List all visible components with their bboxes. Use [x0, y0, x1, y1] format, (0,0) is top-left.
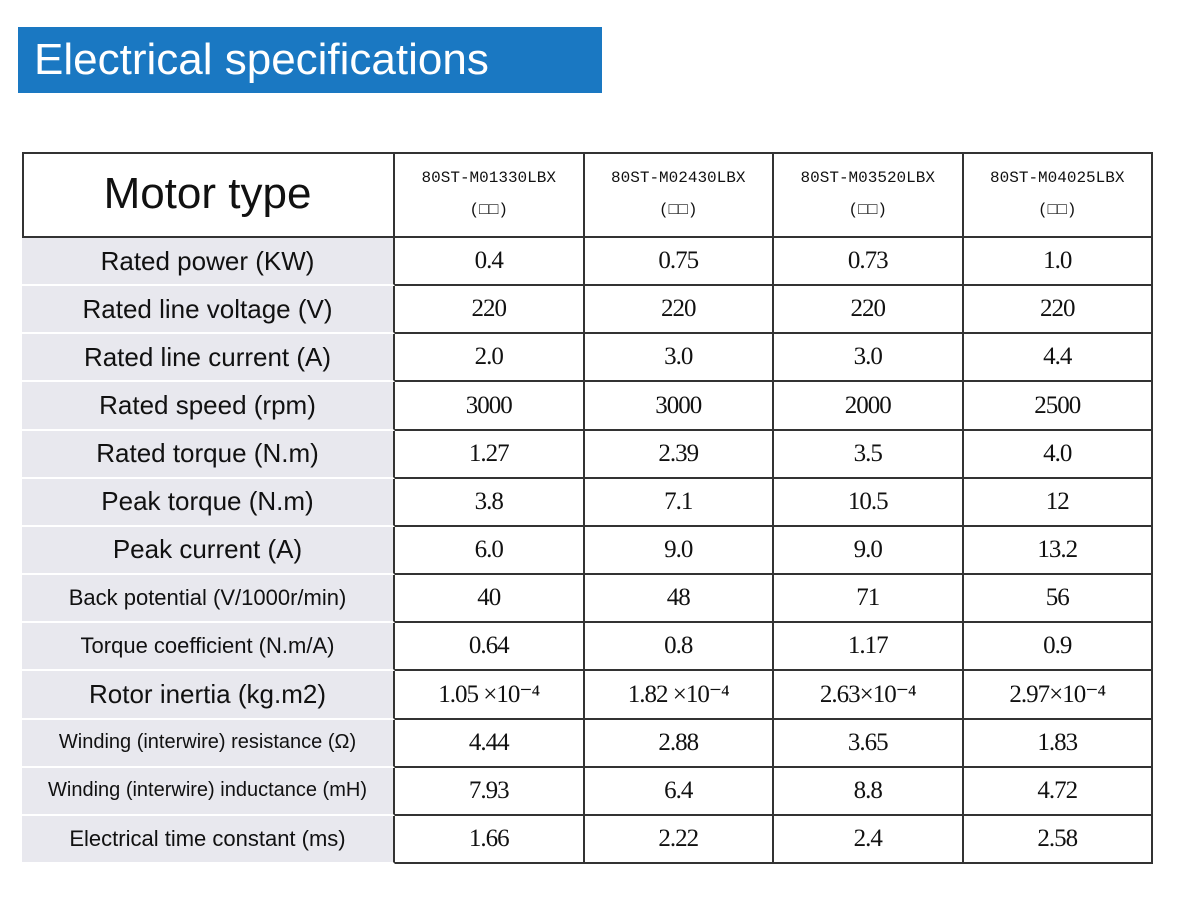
value-cell: 71: [774, 575, 964, 624]
value-cell: 3.65: [774, 719, 964, 768]
value-cell: 48: [584, 575, 774, 624]
value-cell: 2500: [963, 382, 1153, 431]
corner-header: Motor type: [22, 152, 395, 238]
value-cell: 2.0: [395, 334, 585, 383]
value-cell: 1.05 ×10⁻⁴: [395, 671, 585, 720]
column-header: 80ST-M01330LBX (□□): [395, 152, 585, 238]
value-cell: 0.75: [584, 238, 774, 287]
row-label: Electrical time constant (ms): [22, 815, 395, 864]
row-label: Peak torque (N.m): [22, 478, 395, 527]
value-cell: 4.0: [963, 430, 1153, 479]
column-header: 80ST-M04025LBX (□□): [963, 152, 1153, 238]
row-label: Back potential (V/1000r/min): [22, 575, 395, 624]
model-name: 80ST-M03520LBX: [800, 169, 935, 187]
value-cell: 1.0: [963, 238, 1153, 287]
value-cell: 220: [963, 286, 1153, 335]
value-cell: 0.73: [774, 238, 964, 287]
value-cell: 2000: [774, 382, 964, 431]
value-cell: 13.2: [963, 526, 1153, 576]
column-header: 80ST-M02430LBX (□□): [584, 152, 774, 238]
row-label: Rated line voltage (V): [22, 286, 395, 335]
value-cell: 0.4: [395, 238, 585, 287]
value-cell: 2.63×10⁻⁴: [774, 671, 964, 720]
value-cell: 1.82 ×10⁻⁴: [584, 671, 774, 720]
value-cell: 10.5: [774, 478, 964, 527]
model-name: 80ST-M02430LBX: [611, 169, 746, 187]
value-cell: 3.8: [395, 478, 585, 527]
model-note: (□□): [848, 201, 887, 219]
value-cell: 4.44: [395, 719, 585, 768]
row-label: Rated power (KW): [22, 238, 395, 287]
value-cell: 3000: [395, 382, 585, 431]
value-cell: 0.8: [584, 623, 774, 672]
value-cell: 0.64: [395, 623, 585, 672]
value-cell: 7.93: [395, 767, 585, 816]
value-cell: 1.27: [395, 430, 585, 479]
value-cell: 9.0: [774, 526, 964, 576]
value-cell: 3.0: [584, 334, 774, 383]
value-cell: 3000: [584, 382, 774, 431]
row-label: Winding (interwire) resistance (Ω): [22, 719, 395, 768]
value-cell: 9.0: [584, 526, 774, 576]
value-cell: 8.8: [774, 767, 964, 816]
value-cell: 40: [395, 575, 585, 624]
row-label: Rated torque (N.m): [22, 430, 395, 479]
value-cell: 3.5: [774, 430, 964, 479]
value-cell: 220: [774, 286, 964, 335]
value-cell: 3.0: [774, 334, 964, 383]
value-cell: 1.17: [774, 623, 964, 672]
value-cell: 220: [395, 286, 585, 335]
model-note: (□□): [469, 201, 508, 219]
model-note: (□□): [1038, 201, 1077, 219]
row-label: Rotor inertia (kg.m2): [22, 671, 395, 720]
value-cell: 7.1: [584, 478, 774, 527]
value-cell: 2.4: [774, 815, 964, 864]
value-cell: 4.4: [963, 334, 1153, 383]
value-cell: 2.88: [584, 719, 774, 768]
value-cell: 1.83: [963, 719, 1153, 768]
value-cell: 2.22: [584, 815, 774, 864]
value-cell: 2.97×10⁻⁴: [963, 671, 1153, 720]
value-cell: 220: [584, 286, 774, 335]
value-cell: 6.4: [584, 767, 774, 816]
value-cell: 6.0: [395, 526, 585, 576]
column-header: 80ST-M03520LBX (□□): [774, 152, 964, 238]
row-label: Winding (interwire) inductance (mH): [22, 767, 395, 816]
value-cell: 12: [963, 478, 1153, 527]
title-banner: Electrical specifications: [18, 27, 602, 93]
row-label: Rated speed (rpm): [22, 382, 395, 431]
row-label: Rated line current (A): [22, 334, 395, 383]
model-note: (□□): [659, 201, 698, 219]
value-cell: 4.72: [963, 767, 1153, 816]
value-cell: 56: [963, 575, 1153, 624]
value-cell: 2.39: [584, 430, 774, 479]
model-name: 80ST-M04025LBX: [990, 169, 1125, 187]
value-cell: 0.9: [963, 623, 1153, 672]
model-name: 80ST-M01330LBX: [421, 169, 556, 187]
value-cell: 2.58: [963, 815, 1153, 864]
value-cell: 1.66: [395, 815, 585, 864]
row-label: Torque coefficient (N.m/A): [22, 623, 395, 672]
row-label: Peak current (A): [22, 526, 395, 576]
